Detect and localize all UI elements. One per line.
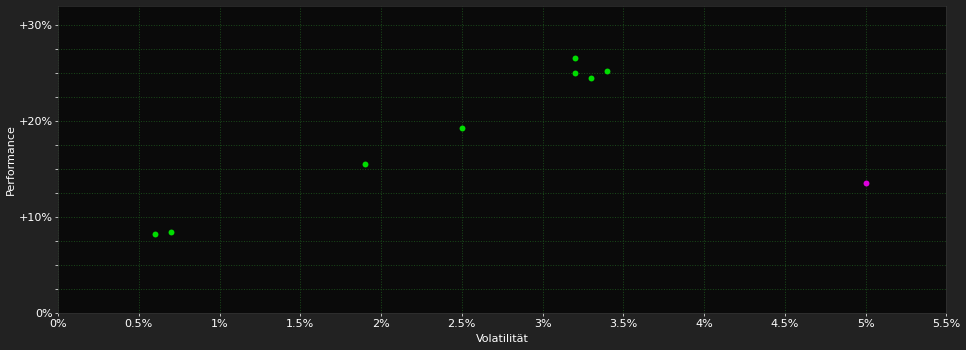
Y-axis label: Performance: Performance — [6, 124, 15, 195]
Point — [454, 125, 469, 131]
Point — [147, 231, 162, 236]
Point — [583, 75, 599, 80]
Point — [567, 70, 582, 76]
Point — [163, 229, 179, 234]
Point — [600, 68, 615, 74]
Point — [357, 161, 373, 167]
Point — [567, 56, 582, 61]
X-axis label: Volatilität: Volatilität — [475, 335, 528, 344]
Point — [858, 181, 873, 186]
